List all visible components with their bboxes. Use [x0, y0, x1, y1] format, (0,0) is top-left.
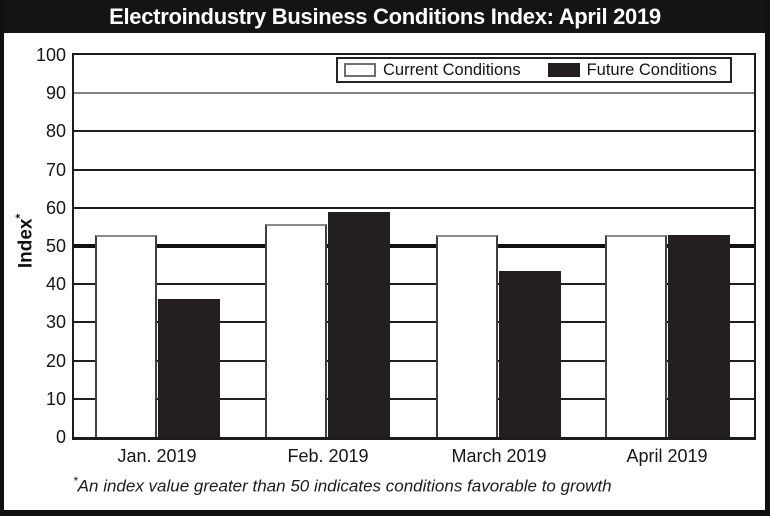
gridline-30 — [74, 321, 754, 324]
legend-swatch-current — [344, 63, 376, 77]
legend: Current Conditions Future Conditions — [336, 57, 732, 83]
y-tick-label-0: 0 — [55, 427, 66, 447]
gridline-50 — [74, 244, 754, 248]
y-tick-label-50: 50 — [45, 236, 66, 256]
gridline-80 — [74, 130, 754, 133]
footnote-asterisk: * — [73, 474, 78, 488]
bar-current-april-2019 — [605, 234, 667, 437]
title-bar: Electroindustry Business Conditions Inde… — [4, 0, 765, 33]
bar-future-jan-2019 — [158, 299, 220, 437]
legend-swatch-future — [547, 63, 580, 77]
bar-current-march-2019 — [436, 234, 498, 437]
footnote-text: An index value greater than 50 indicates… — [77, 476, 612, 496]
gridline-70 — [74, 168, 754, 171]
page-title: Electroindustry Business Conditions Inde… — [109, 3, 661, 29]
bar-current-jan-2019 — [95, 234, 157, 437]
y-tick-label-30: 30 — [45, 312, 66, 333]
x-label-april-2019: April 2019 — [626, 446, 708, 466]
legend-label-future: Future Conditions — [586, 60, 717, 79]
bar-current-feb-2019 — [265, 224, 327, 437]
footnote: *An index value greater than 50 indicate… — [73, 474, 612, 497]
gridline-10 — [74, 397, 754, 400]
y-tick-label-100: 100 — [35, 45, 66, 65]
x-label-feb-2019: Feb. 2019 — [287, 446, 369, 466]
bar-future-feb-2019 — [328, 212, 390, 437]
gridline-20 — [74, 359, 754, 362]
y-tick-label-40: 40 — [45, 274, 66, 295]
bar-future-april-2019 — [668, 234, 730, 437]
gridline-40 — [74, 283, 754, 286]
plot-area: Current Conditions Future Conditions — [72, 53, 756, 440]
x-label-march-2019: March 2019 — [451, 446, 547, 466]
y-tick-label-60: 60 — [45, 197, 66, 218]
y-tick-label-80: 80 — [45, 121, 66, 142]
x-label-jan-2019: Jan. 2019 — [117, 446, 197, 466]
y-tick-label-70: 70 — [45, 159, 66, 180]
bar-future-march-2019 — [499, 270, 561, 437]
gridline-60 — [74, 206, 754, 209]
gridline-90 — [74, 92, 754, 95]
y-tick-label-90: 90 — [45, 83, 66, 104]
y-tick-label-20: 20 — [45, 350, 66, 371]
legend-label-current: Current Conditions — [383, 60, 521, 79]
y-tick-label-10: 10 — [45, 388, 66, 409]
chart-panel: Index* 100 90 80 70 60 50 40 30 20 10 0 Current Co… — [4, 33, 765, 510]
